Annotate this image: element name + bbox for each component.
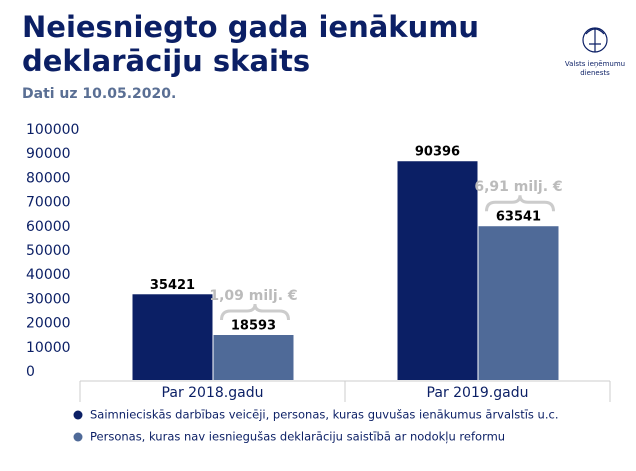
y-tick-label: 10000 — [26, 340, 71, 356]
data-label: 63541 — [496, 210, 541, 225]
chart-subtitle: Dati uz 10.05.2020. — [22, 86, 177, 102]
y-tick-label: 20000 — [26, 316, 71, 332]
y-tick-label: 0 — [26, 364, 35, 380]
data-label: 18593 — [231, 319, 276, 334]
legend-marker — [73, 410, 83, 420]
logo-text: Valsts ieņēmumu — [565, 60, 625, 69]
legend-marker — [73, 432, 83, 442]
data-label: 90396 — [415, 145, 460, 160]
x-tick-label: Par 2018.gadu — [162, 385, 264, 401]
logo-text: dienests — [580, 69, 610, 77]
annotation: 1,09 milj. € — [209, 288, 297, 304]
logo — [582, 27, 608, 53]
x-tick-label: Par 2019.gadu — [427, 385, 529, 401]
annotation-brace — [220, 303, 290, 321]
annotation: 6,91 milj. € — [474, 179, 562, 195]
chart-title: Neiesniegto gada ienākumu deklarāciju sk… — [22, 10, 480, 78]
data-label: 35421 — [150, 278, 195, 293]
bar — [397, 161, 478, 380]
annotation-brace — [485, 195, 555, 212]
bar — [213, 335, 294, 380]
y-tick-label: 100000 — [26, 122, 79, 138]
y-tick-label: 30000 — [26, 291, 71, 307]
y-tick-label: 60000 — [26, 219, 71, 235]
y-tick-label: 50000 — [26, 243, 71, 259]
y-tick-label: 80000 — [26, 170, 71, 186]
legend-label: Personas, kuras nav iesniegušas deklarāc… — [90, 430, 505, 444]
y-tick-label: 90000 — [26, 146, 71, 162]
y-tick-label: 70000 — [26, 195, 71, 211]
bar — [132, 294, 213, 380]
bar — [478, 226, 559, 380]
y-tick-label: 40000 — [26, 267, 71, 283]
legend-label: Saimnieciskās darbības veicēji, personas… — [90, 408, 559, 422]
